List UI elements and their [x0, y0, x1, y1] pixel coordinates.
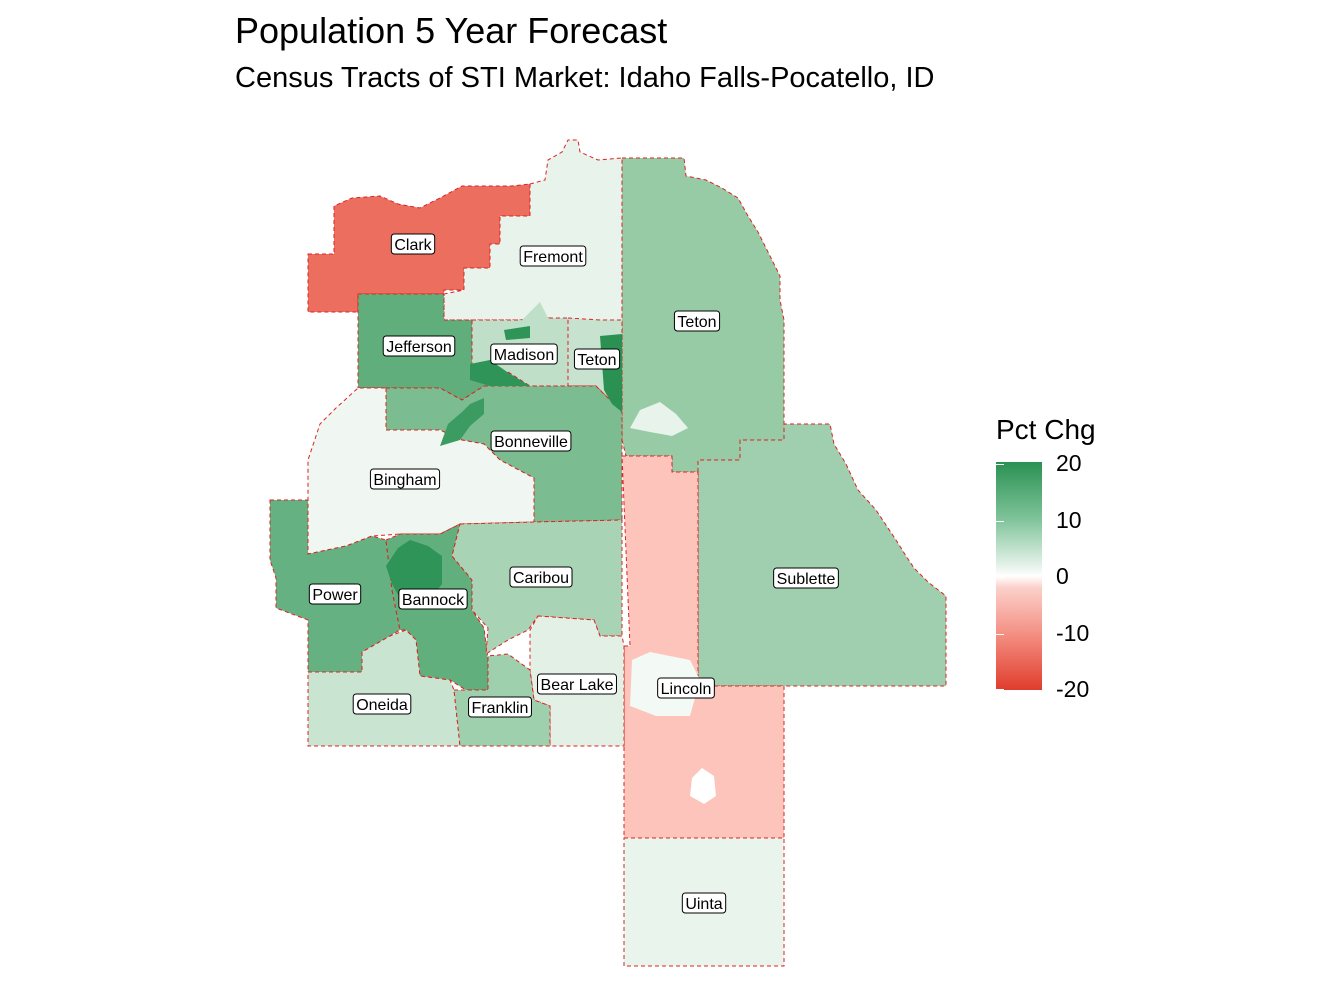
county-label: Caribou — [509, 566, 573, 588]
county-label-text: Teton — [677, 314, 716, 331]
county-label-text: Fremont — [523, 249, 583, 266]
legend-tick-label: -20 — [1056, 676, 1090, 702]
county-label-box — [537, 673, 617, 695]
county-label: Fremont — [519, 245, 587, 267]
county-label-text: Oneida — [356, 697, 408, 714]
county-lincoln[interactable] — [621, 455, 785, 839]
county-label: Bannock — [398, 588, 468, 610]
county-label-text: Teton — [577, 352, 616, 369]
county-label-box — [308, 583, 362, 605]
tract-detail — [504, 326, 530, 340]
legend-title: Pct Chg — [996, 414, 1096, 445]
chart-title: Population 5 Year Forecast — [235, 10, 668, 51]
legend-tickmark — [996, 689, 1004, 690]
tract-detail — [440, 398, 484, 446]
county-label-text: Bannock — [402, 592, 465, 609]
county-label: Clark — [390, 233, 436, 255]
county-label-box — [509, 566, 573, 588]
county-label-box — [390, 233, 436, 255]
county-label-text: Bear Lake — [541, 677, 614, 694]
county-label-box — [382, 335, 456, 357]
county-label: Madison — [490, 343, 558, 365]
legend-tickmark — [996, 464, 1004, 465]
legend-tickmark — [996, 634, 1004, 635]
tract-detail — [386, 540, 442, 602]
county-label: Teton — [573, 348, 621, 370]
county-label: Jefferson — [382, 335, 456, 357]
legend-tick-label: 20 — [1056, 450, 1082, 476]
county-label-text: Franklin — [472, 700, 529, 717]
county-label-text: Caribou — [513, 570, 569, 587]
county-label-box — [369, 468, 441, 490]
legend-colorbar — [996, 462, 1042, 690]
county-label-text: Uinta — [685, 896, 722, 913]
county-label-text: Clark — [394, 237, 432, 254]
legend-tickmark — [996, 577, 1004, 578]
county-label: Bear Lake — [537, 673, 617, 695]
county-label-box — [773, 567, 839, 589]
county-label-text: Power — [312, 587, 358, 604]
county-label-box — [673, 310, 721, 332]
county-label-text: Madison — [494, 347, 554, 364]
county-label: Uinta — [681, 892, 727, 914]
legend-tick-label: -10 — [1056, 620, 1090, 646]
legend-tick-label: 0 — [1056, 563, 1069, 589]
legend-tick-label: 10 — [1056, 507, 1082, 533]
county-label-text: Lincoln — [661, 681, 712, 698]
county-label-box — [519, 245, 587, 267]
county-label-text: Bonneville — [494, 434, 568, 451]
county-label: Franklin — [468, 696, 532, 718]
county-label-text: Bingham — [373, 472, 436, 489]
county-label-box — [352, 693, 412, 715]
tract-detail — [500, 302, 548, 334]
county-label-box — [490, 343, 558, 365]
county-label: Bonneville — [490, 430, 572, 452]
chart-subtitle: Census Tracts of STI Market: Idaho Falls… — [235, 62, 935, 94]
county-label-box — [490, 430, 572, 452]
county-label-text: Jefferson — [386, 339, 452, 356]
county-sublette[interactable] — [697, 423, 947, 687]
county-oneida[interactable] — [307, 629, 461, 747]
county-label-text: Sublette — [777, 571, 836, 588]
county-label: Lincoln — [657, 677, 715, 699]
legend-tickmark — [996, 521, 1004, 522]
county-label-box — [681, 892, 727, 914]
county-label: Sublette — [773, 567, 839, 589]
tract-detail — [690, 768, 716, 804]
county-label-box — [398, 588, 468, 610]
tract-detail — [470, 360, 530, 386]
county-label-box — [573, 348, 621, 370]
county-label: Power — [308, 583, 362, 605]
county-label: Oneida — [352, 693, 412, 715]
tract-detail — [630, 402, 688, 436]
county-label: Bingham — [369, 468, 441, 490]
county-label-box — [468, 696, 532, 718]
county-label: Teton — [673, 310, 721, 332]
county-label-box — [657, 677, 715, 699]
